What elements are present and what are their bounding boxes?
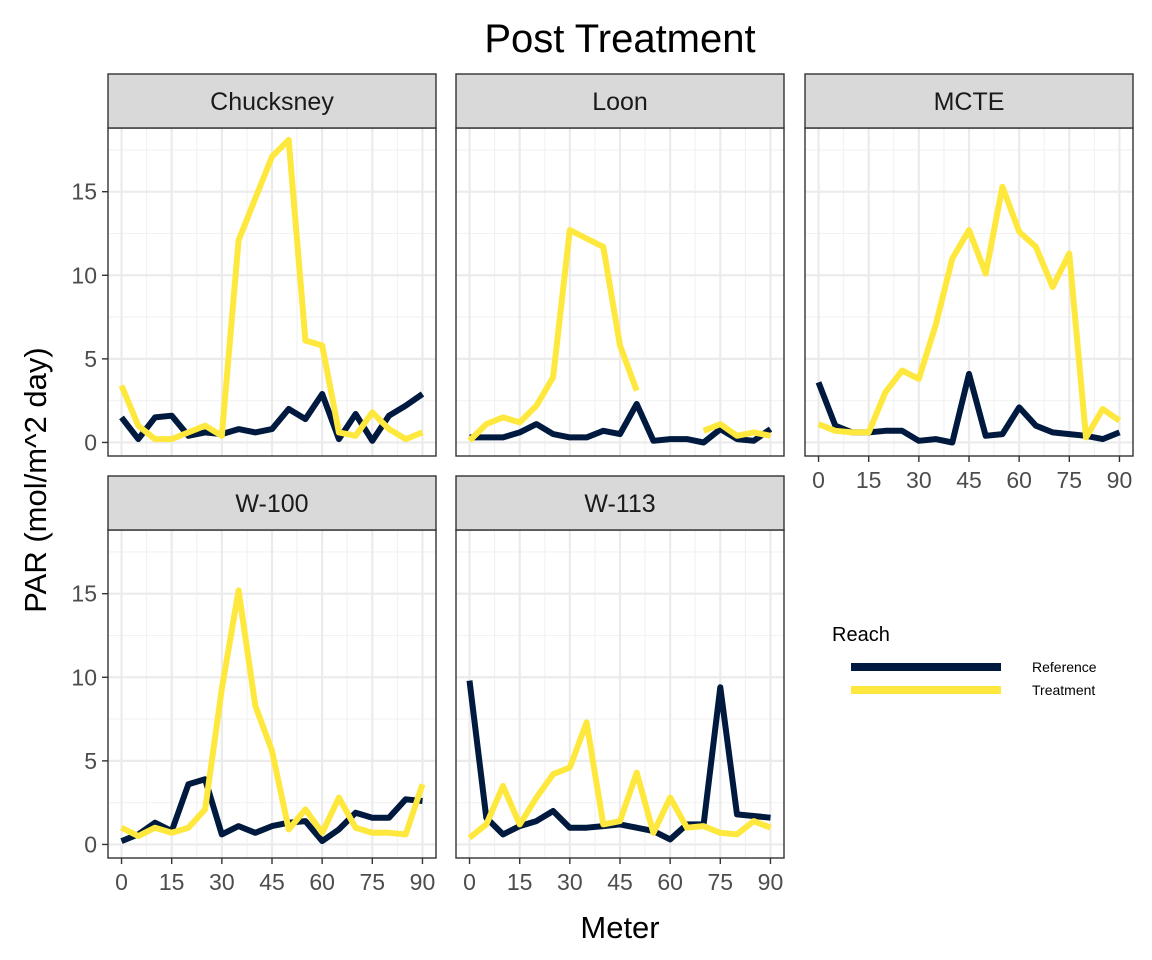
x-tick-label: 15 [159,869,185,895]
facet-panel: MCTE 0 15 30 45 60 75 90 [804,73,1134,493]
facet-label: Loon [592,88,648,116]
x-tick-label: 75 [360,869,386,895]
x-tick-label: 90 [410,869,436,895]
x-tick-label: 15 [856,467,882,493]
facet-label: Chucksney [210,88,334,116]
x-axis-label: Meter [580,910,659,945]
legend-title: Reach [832,624,890,646]
x-tick-label: 45 [607,869,633,895]
facet-strip [455,73,785,129]
y-tick-label: 15 [71,581,97,607]
series-line-reference [469,401,773,446]
y-axis-label: PAR (mol/m^2 day) [18,347,53,612]
x-tick-label: 90 [758,869,784,895]
series-line-treatment [120,587,426,840]
x-tick-label: 60 [657,869,683,895]
facet-strip [107,73,437,129]
x-tick-label: 30 [557,869,583,895]
y-tick-label: 0 [84,831,97,857]
x-tick-label: 30 [906,467,932,493]
legend-label-treatment: Treatment [1032,682,1095,698]
series-line-treatment [118,136,424,443]
x-tick-label: 0 [812,467,825,493]
x-tick-label: 90 [1107,467,1133,493]
x-tick-label: 30 [209,869,235,895]
x-tick-label: 60 [1006,467,1032,493]
y-tick-label: 15 [71,179,97,205]
series-line-treatment [467,719,772,841]
facet-strip [107,475,437,531]
series-line-treatment [467,227,640,443]
y-tick-label: 5 [84,748,97,774]
facet-strip [455,475,785,531]
y-tick-label: 5 [84,346,97,372]
facet-strip [804,73,1134,129]
legend-label-reference: Reference [1032,659,1097,675]
y-tick-label: 10 [71,664,97,690]
facet-panel: Chucksney 0 5 10 15 [71,73,437,457]
legend: Reach Reference Treatment [832,624,1097,698]
x-tick-label: 0 [463,869,476,895]
facet-panel: W-113 0 15 30 45 60 75 90 [455,475,785,895]
x-tick-label: 45 [956,467,982,493]
facet-panel: W-100 0 5 10 15 0 15 30 45 60 75 90 [71,475,437,895]
x-tick-label: 15 [507,869,533,895]
facet-label: MCTE [934,88,1005,116]
x-tick-label: 60 [309,869,335,895]
chart-title: Post Treatment [484,17,755,61]
x-tick-label: 0 [115,869,128,895]
facet-label: W-113 [584,490,655,518]
x-tick-label: 75 [708,869,734,895]
facet-label: W-100 [235,490,308,518]
y-tick-label: 10 [71,262,97,288]
series-line-treatment [817,183,1122,441]
x-tick-label: 75 [1057,467,1083,493]
series-line-treatment [702,421,772,439]
series-line-reference [119,391,425,444]
y-tick-label: 0 [84,429,97,455]
facet-panel: Loon [455,73,785,457]
x-tick-label: 45 [259,869,285,895]
